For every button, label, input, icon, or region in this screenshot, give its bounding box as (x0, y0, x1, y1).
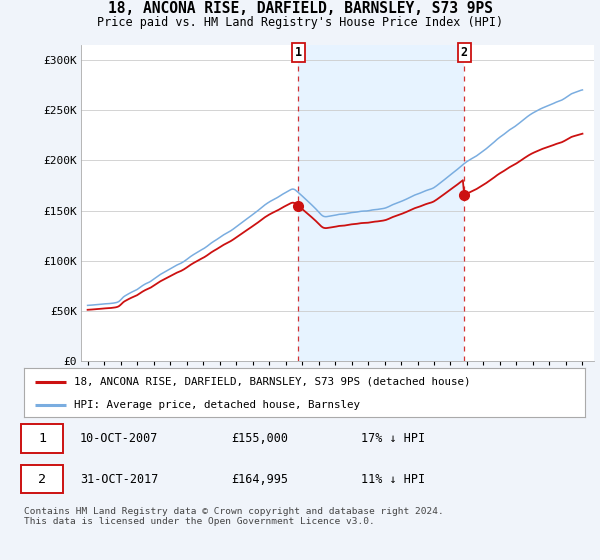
Text: 31-OCT-2017: 31-OCT-2017 (80, 473, 158, 486)
Text: 2: 2 (461, 46, 468, 59)
Text: 1: 1 (38, 432, 46, 445)
Text: Contains HM Land Registry data © Crown copyright and database right 2024.
This d: Contains HM Land Registry data © Crown c… (24, 507, 444, 526)
Text: 1: 1 (295, 46, 302, 59)
Text: 18, ANCONA RISE, DARFIELD, BARNSLEY, S73 9PS: 18, ANCONA RISE, DARFIELD, BARNSLEY, S73… (107, 1, 493, 16)
Text: HPI: Average price, detached house, Barnsley: HPI: Average price, detached house, Barn… (74, 400, 361, 410)
Text: 18, ANCONA RISE, DARFIELD, BARNSLEY, S73 9PS (detached house): 18, ANCONA RISE, DARFIELD, BARNSLEY, S73… (74, 377, 471, 387)
Text: £164,995: £164,995 (232, 473, 289, 486)
Text: £155,000: £155,000 (232, 432, 289, 445)
Text: 11% ↓ HPI: 11% ↓ HPI (361, 473, 425, 486)
FancyBboxPatch shape (21, 424, 63, 452)
FancyBboxPatch shape (21, 465, 63, 493)
Text: 2: 2 (38, 473, 46, 486)
Text: 17% ↓ HPI: 17% ↓ HPI (361, 432, 425, 445)
Bar (298, 45, 464, 361)
Text: Price paid vs. HM Land Registry's House Price Index (HPI): Price paid vs. HM Land Registry's House … (97, 16, 503, 29)
Text: 10-OCT-2007: 10-OCT-2007 (80, 432, 158, 445)
